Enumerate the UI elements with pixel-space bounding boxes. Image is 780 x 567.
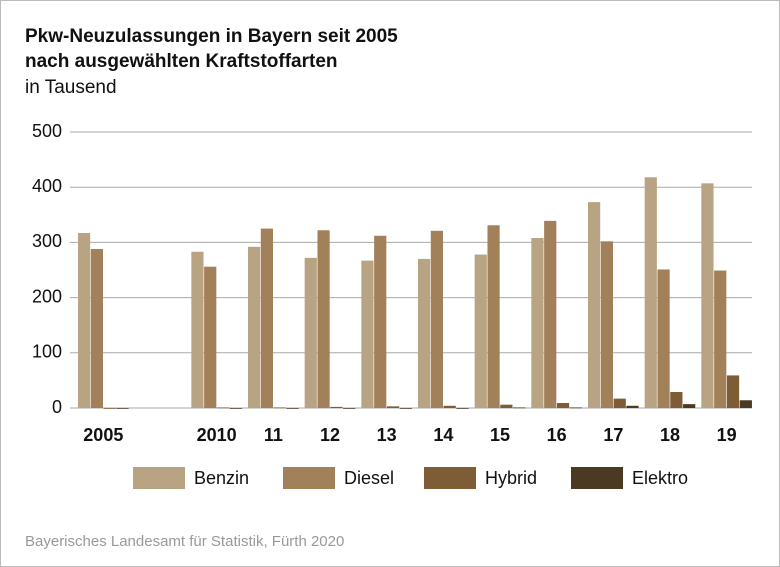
x-tick-label: 17 <box>603 425 623 445</box>
bar <box>531 237 544 408</box>
bar <box>588 202 601 408</box>
bar <box>443 405 456 408</box>
bar <box>600 241 613 408</box>
x-tick-label: 13 <box>377 425 397 445</box>
legend-swatch <box>424 467 476 489</box>
x-tick-label: 16 <box>547 425 567 445</box>
y-tick-label: 500 <box>32 121 62 141</box>
bar <box>430 230 443 408</box>
x-tick-label: 19 <box>717 425 737 445</box>
bar <box>343 408 356 409</box>
bar <box>361 260 374 408</box>
bar <box>626 405 639 408</box>
bar <box>304 257 317 408</box>
bar <box>739 400 752 408</box>
legend-swatch <box>571 467 623 489</box>
bar <box>513 407 526 409</box>
bar <box>500 404 513 408</box>
source: Bayerisches Landesamt für Statistik, Für… <box>25 533 344 550</box>
y-tick-label: 200 <box>32 286 62 306</box>
bar <box>683 404 696 408</box>
y-tick-label: 0 <box>52 397 62 417</box>
x-tick-label: 15 <box>490 425 510 445</box>
bar <box>456 408 469 409</box>
chart-title: Pkw-Neuzulassungen in Bayern seit 2005 <box>25 26 398 47</box>
bar <box>418 258 431 408</box>
bar <box>701 183 714 408</box>
bar <box>273 407 286 409</box>
bar <box>216 407 230 409</box>
bar <box>78 233 91 408</box>
bar <box>474 254 487 408</box>
bar <box>317 230 330 408</box>
bar <box>90 249 103 408</box>
bar <box>191 251 204 408</box>
bar <box>286 408 299 409</box>
legend-label: Benzin <box>194 468 249 488</box>
y-tick-label: 100 <box>32 342 62 362</box>
bar <box>116 408 129 409</box>
bar <box>569 407 582 409</box>
legend-label: Hybrid <box>485 468 537 488</box>
bar <box>670 391 683 408</box>
bar <box>657 269 670 408</box>
bar <box>103 408 116 409</box>
bar <box>374 235 387 408</box>
bar <box>260 228 273 408</box>
y-tick-label: 300 <box>32 231 62 251</box>
bar <box>714 270 727 408</box>
unit-label: in Tausend <box>25 77 117 98</box>
bar <box>204 266 217 408</box>
legend-label: Elektro <box>632 468 688 488</box>
x-tick-label: 11 <box>264 425 283 445</box>
legend-swatch <box>133 467 185 489</box>
chart-subtitle: nach ausgewählten Kraftstoffarten <box>25 51 338 72</box>
legend-label: Diesel <box>344 468 394 488</box>
bar <box>726 375 740 408</box>
bar <box>644 177 657 408</box>
bar <box>556 403 570 408</box>
x-tick-label: 14 <box>433 425 453 445</box>
legend-swatch <box>283 467 335 489</box>
bar <box>330 406 343 408</box>
x-tick-label: 18 <box>660 425 680 445</box>
bar <box>487 225 500 408</box>
bar <box>229 408 242 409</box>
x-tick-label: 12 <box>320 425 340 445</box>
x-tick-label: 2010 <box>197 425 237 445</box>
bar <box>248 246 261 408</box>
bar <box>386 406 400 408</box>
bar <box>613 398 626 408</box>
x-tick-label: 2005 <box>83 425 123 445</box>
bar <box>399 408 412 409</box>
bar <box>544 220 557 408</box>
y-tick-label: 400 <box>32 176 62 196</box>
